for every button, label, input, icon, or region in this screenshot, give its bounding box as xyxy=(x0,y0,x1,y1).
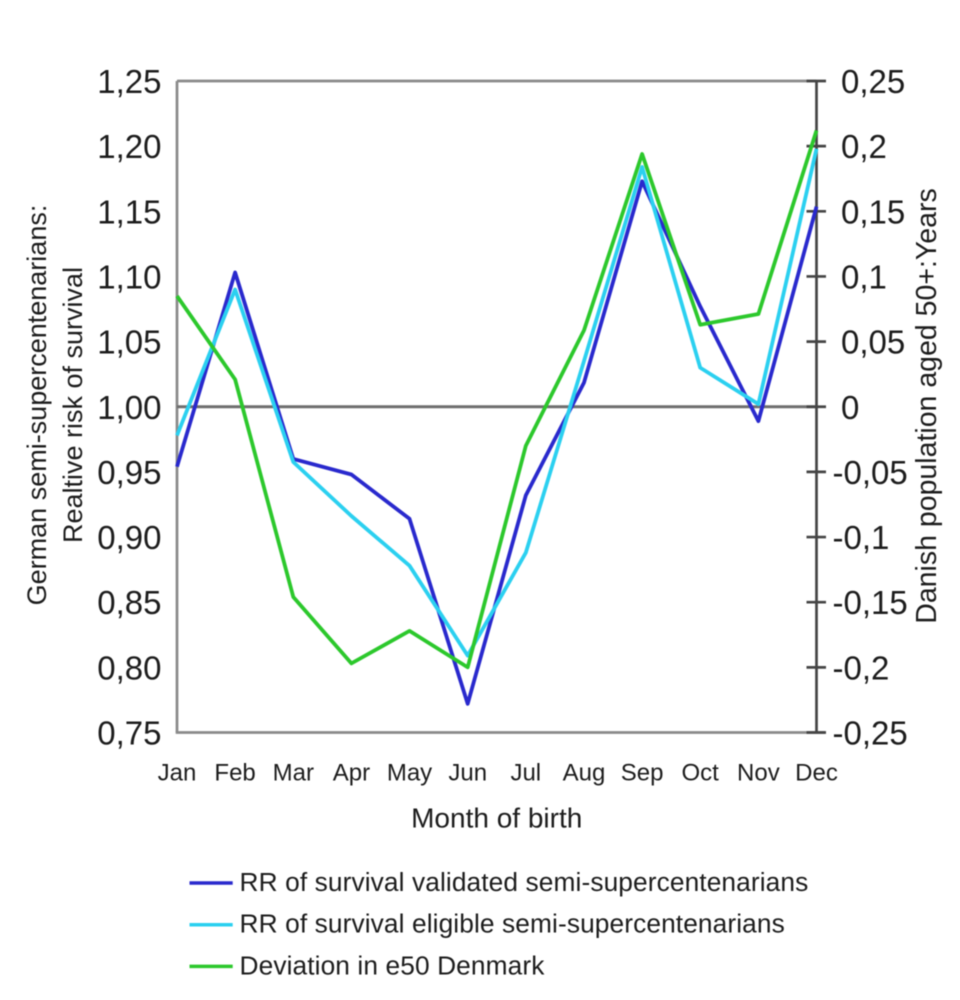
svg-text:Oct: Oct xyxy=(682,760,720,787)
svg-text:Month of birth: Month of birth xyxy=(411,803,582,834)
svg-text:Danish population aged 50+:Yea: Danish population aged 50+:Years xyxy=(911,188,943,624)
svg-text:Apr: Apr xyxy=(333,760,370,787)
svg-text:Jan: Jan xyxy=(158,760,197,787)
svg-text:Jul: Jul xyxy=(510,760,541,787)
svg-text:RR of survival validated semi-: RR of survival validated semi-supercente… xyxy=(240,867,809,897)
svg-text:May: May xyxy=(387,760,432,787)
svg-text:0: 0 xyxy=(841,389,859,426)
svg-text:0,90: 0,90 xyxy=(97,519,161,556)
svg-text:0,05: 0,05 xyxy=(841,324,905,361)
svg-text:-0,15: -0,15 xyxy=(833,584,908,621)
svg-text:-0,05: -0,05 xyxy=(833,454,908,491)
svg-text:0,95: 0,95 xyxy=(97,454,161,491)
svg-text:Sep: Sep xyxy=(621,760,664,787)
svg-text:Deviation in e50 Denmark: Deviation in e50 Denmark xyxy=(240,951,546,981)
svg-text:0,85: 0,85 xyxy=(97,584,161,621)
svg-text:-0,1: -0,1 xyxy=(833,519,890,556)
svg-text:Dec: Dec xyxy=(795,760,838,787)
svg-text:0,15: 0,15 xyxy=(841,193,905,230)
svg-text:Nov: Nov xyxy=(737,760,780,787)
svg-text:-0,2: -0,2 xyxy=(833,649,890,686)
svg-text:0,25: 0,25 xyxy=(841,63,905,100)
svg-text:Jun: Jun xyxy=(448,760,487,787)
svg-text:Feb: Feb xyxy=(214,760,255,787)
svg-text:0,1: 0,1 xyxy=(841,259,887,296)
svg-text:0,2: 0,2 xyxy=(841,128,887,165)
svg-text:1,20: 1,20 xyxy=(97,128,161,165)
svg-text:Mar: Mar xyxy=(273,760,314,787)
svg-text:Realtive risk of survival: Realtive risk of survival xyxy=(58,267,88,543)
svg-text:1,10: 1,10 xyxy=(97,259,161,296)
svg-text:0,80: 0,80 xyxy=(97,649,161,686)
svg-text:Aug: Aug xyxy=(563,760,606,787)
svg-text:RR of survival eligible semi-s: RR of survival eligible semi-supercenten… xyxy=(240,909,785,939)
svg-text:1,05: 1,05 xyxy=(97,324,161,361)
svg-text:German semi-supercentenarians:: German semi-supercentenarians: xyxy=(22,205,52,606)
svg-text:1,00: 1,00 xyxy=(97,389,161,426)
svg-text:0,75: 0,75 xyxy=(97,715,161,752)
svg-text:1,25: 1,25 xyxy=(97,63,161,100)
svg-text:1,15: 1,15 xyxy=(97,193,161,230)
svg-text:-0,25: -0,25 xyxy=(833,715,908,752)
